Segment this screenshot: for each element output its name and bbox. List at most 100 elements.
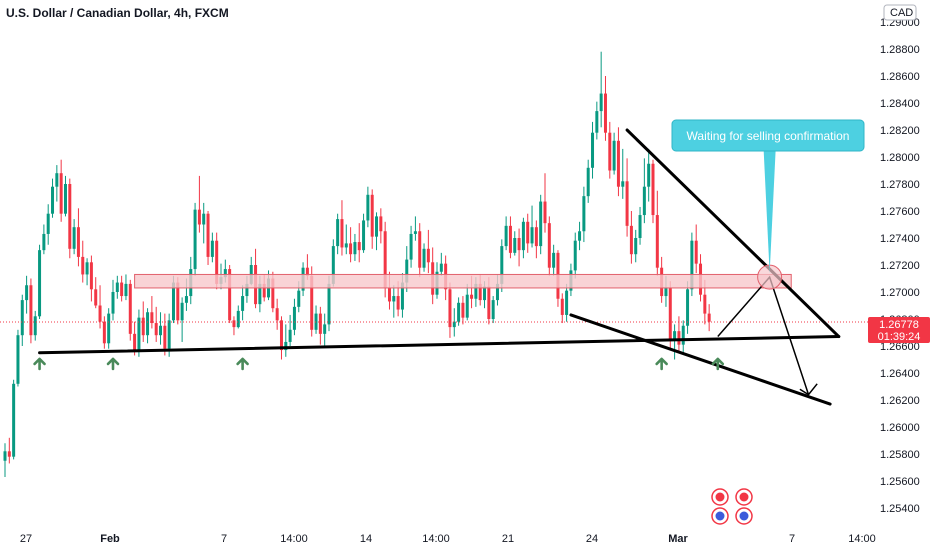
candle-body bbox=[171, 282, 175, 321]
candle bbox=[409, 225, 413, 268]
callout-text: Waiting for selling confirmation bbox=[687, 129, 850, 143]
candle bbox=[197, 175, 201, 233]
candle bbox=[102, 316, 106, 349]
candle-body bbox=[642, 186, 646, 216]
candle-body bbox=[379, 216, 383, 232]
candle-body bbox=[236, 310, 240, 328]
candle-body bbox=[232, 320, 236, 328]
candle bbox=[107, 308, 111, 349]
candle bbox=[120, 275, 124, 302]
candle-body bbox=[228, 269, 232, 321]
candle-body bbox=[305, 267, 309, 276]
candle-body bbox=[375, 216, 379, 237]
candle-body bbox=[279, 320, 283, 351]
candle bbox=[349, 227, 353, 263]
candle-body bbox=[543, 201, 547, 224]
y-tick-label: 1.28200 bbox=[880, 125, 920, 137]
candle-body bbox=[7, 451, 11, 457]
x-tick-label: 14:00 bbox=[280, 533, 308, 545]
candle-body bbox=[396, 296, 400, 310]
candle-body bbox=[470, 294, 474, 299]
candle bbox=[612, 132, 616, 175]
candle-body bbox=[16, 335, 20, 384]
candle-body bbox=[608, 132, 612, 171]
y-tick-label: 1.27400 bbox=[880, 233, 920, 245]
candle bbox=[180, 297, 184, 342]
candle-body bbox=[111, 292, 115, 314]
candle-body bbox=[344, 243, 348, 248]
candle bbox=[63, 175, 67, 217]
candle-body bbox=[33, 316, 37, 336]
up-arrow-icon bbox=[711, 357, 725, 371]
candle-body bbox=[534, 227, 538, 247]
candle-body bbox=[703, 294, 707, 314]
up-arrow-icon bbox=[655, 357, 668, 371]
candle bbox=[578, 221, 582, 251]
candle-body bbox=[539, 201, 543, 247]
candle bbox=[642, 158, 646, 224]
candle bbox=[534, 220, 538, 259]
candle-body bbox=[292, 306, 296, 330]
candle bbox=[344, 224, 348, 255]
candle-body bbox=[413, 231, 417, 234]
candle bbox=[426, 229, 430, 274]
resistance-zone bbox=[134, 273, 792, 289]
candle bbox=[279, 316, 283, 360]
candle-body bbox=[478, 283, 482, 301]
candle-body bbox=[262, 283, 266, 298]
candle bbox=[591, 121, 595, 179]
candle bbox=[543, 173, 547, 233]
candle bbox=[323, 313, 327, 346]
candle bbox=[530, 205, 534, 248]
projection-arrowhead bbox=[799, 383, 818, 396]
candle bbox=[3, 443, 7, 477]
candle bbox=[68, 178, 72, 259]
candle bbox=[137, 309, 141, 357]
x-axis: 27 Feb 7 14:00 14 14:00 21 24 Mar 7 14:00 bbox=[20, 533, 876, 545]
candle-body bbox=[612, 140, 616, 171]
candle bbox=[72, 219, 76, 255]
candle bbox=[241, 285, 245, 321]
candle-body bbox=[690, 240, 694, 290]
y-tick-label: 1.26600 bbox=[880, 341, 920, 353]
candle-body bbox=[521, 221, 525, 251]
candle-body bbox=[98, 305, 102, 322]
candle bbox=[595, 101, 599, 140]
candle bbox=[159, 312, 163, 345]
candle bbox=[163, 313, 167, 356]
up-arrow-icon bbox=[236, 357, 249, 371]
callout: Waiting for selling confirmation bbox=[671, 119, 865, 274]
candle-body bbox=[638, 215, 642, 238]
candle bbox=[379, 208, 383, 244]
candle bbox=[573, 232, 577, 279]
candle-body bbox=[651, 163, 655, 216]
candle bbox=[655, 190, 659, 276]
candle-body bbox=[599, 93, 603, 112]
candle-body bbox=[310, 275, 314, 330]
candle bbox=[115, 275, 119, 299]
flag-core bbox=[715, 492, 725, 502]
candle-body bbox=[457, 302, 461, 322]
candle-body bbox=[452, 321, 456, 328]
callout-pointer bbox=[763, 150, 776, 274]
candle-body bbox=[565, 290, 569, 315]
candle bbox=[340, 200, 344, 256]
y-tick-label: 1.26400 bbox=[880, 368, 920, 380]
candle-body bbox=[59, 173, 63, 214]
candle-body bbox=[578, 231, 582, 241]
candle bbox=[616, 127, 620, 197]
x-tick-label: Mar bbox=[668, 533, 688, 545]
candle-body bbox=[210, 240, 214, 257]
candle-body bbox=[573, 240, 577, 271]
candle-body bbox=[686, 289, 690, 326]
candle bbox=[232, 316, 236, 336]
candle-body bbox=[616, 140, 620, 187]
candle bbox=[634, 229, 638, 263]
y-tick-label: 1.25600 bbox=[880, 476, 920, 488]
flag-icon bbox=[735, 488, 753, 506]
candle-body bbox=[340, 219, 344, 248]
candle-body bbox=[323, 324, 327, 334]
candle bbox=[210, 232, 214, 263]
candle bbox=[353, 233, 357, 261]
